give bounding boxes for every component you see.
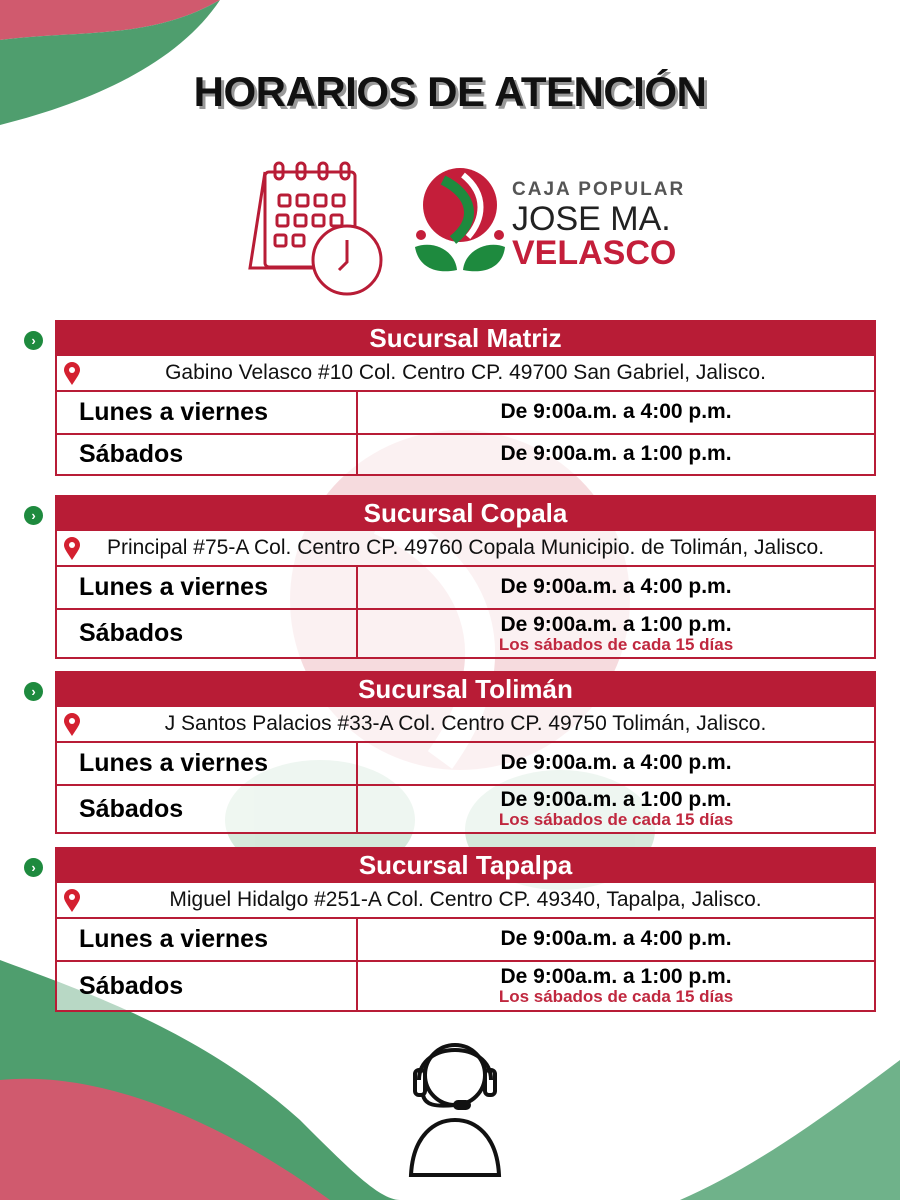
saturday-row: Sábados De 9:00a.m. a 1:00 p.m. Los sábad… bbox=[57, 608, 874, 657]
weekday-row: Lunes a viernes De 9:00a.m. a 4:00 p.m. bbox=[57, 390, 874, 433]
hours: De 9:00a.m. a 4:00 p.m. bbox=[358, 392, 874, 433]
weekday-row: Lunes a viernes De 9:00a.m. a 4:00 p.m. bbox=[57, 741, 874, 784]
hours: De 9:00a.m. a 1:00 p.m. bbox=[358, 435, 874, 474]
day-label: Lunes a viernes bbox=[57, 743, 358, 784]
hours-text: De 9:00a.m. a 1:00 p.m. bbox=[500, 612, 732, 636]
day-label: Sábados bbox=[57, 435, 358, 474]
bullet-chevron-icon: › bbox=[24, 331, 43, 350]
saturday-note: Los sábados de cada 15 días bbox=[498, 634, 734, 654]
hours-text: De 9:00a.m. a 4:00 p.m. bbox=[500, 400, 732, 424]
bullet-chevron-icon: › bbox=[24, 682, 43, 701]
branch-address: Principal #75-A Col. Centro CP. 49760 Co… bbox=[57, 529, 874, 565]
hours: De 9:00a.m. a 1:00 p.m. Los sábados de ca… bbox=[358, 610, 874, 657]
branch-table: Sucursal Copala Principal #75-A Col. Cen… bbox=[55, 495, 876, 659]
hours: De 9:00a.m. a 4:00 p.m. bbox=[358, 919, 874, 960]
hours: De 9:00a.m. a 4:00 p.m. bbox=[358, 743, 874, 784]
hours-text: De 9:00a.m. a 4:00 p.m. bbox=[500, 575, 732, 599]
branch-name: Sucursal Tapalpa bbox=[57, 849, 874, 881]
bullet-chevron-icon: › bbox=[24, 506, 43, 525]
address-text: Principal #75-A Col. Centro CP. 49760 Co… bbox=[106, 536, 825, 559]
location-pin-icon bbox=[64, 713, 80, 736]
calendar-clock-icon bbox=[248, 161, 383, 296]
logo-line-2: JOSE MA. bbox=[512, 200, 671, 238]
hours-text: De 9:00a.m. a 1:00 p.m. bbox=[500, 965, 732, 989]
hours: De 9:00a.m. a 4:00 p.m. bbox=[358, 567, 874, 608]
day-label: Sábados bbox=[57, 962, 358, 1010]
branch-table: Sucursal Tapalpa Miguel Hidalgo #251-A C… bbox=[55, 847, 876, 1012]
saturday-row: Sábados De 9:00a.m. a 1:00 p.m. Los sábad… bbox=[57, 960, 874, 1010]
logo-line-3: VELASCO bbox=[512, 234, 677, 272]
branch-table: Sucursal Tolimán J Santos Palacios #33-A… bbox=[55, 671, 876, 834]
hours-text: De 9:00a.m. a 1:00 p.m. bbox=[500, 442, 732, 466]
location-pin-icon bbox=[64, 537, 80, 560]
saturday-note: Los sábados de cada 15 días bbox=[498, 987, 734, 1007]
hours-text: De 9:00a.m. a 4:00 p.m. bbox=[500, 927, 732, 951]
weekday-row: Lunes a viernes De 9:00a.m. a 4:00 p.m. bbox=[57, 917, 874, 960]
branch-address: Miguel Hidalgo #251-A Col. Centro CP. 49… bbox=[57, 881, 874, 917]
weekday-row: Lunes a viernes De 9:00a.m. a 4:00 p.m. bbox=[57, 565, 874, 608]
hours: De 9:00a.m. a 1:00 p.m. Los sábados de ca… bbox=[358, 786, 874, 832]
branch-name: Sucursal Copala bbox=[57, 497, 874, 529]
saturday-note: Los sábados de cada 15 días bbox=[498, 810, 734, 830]
customer-support-headset-icon bbox=[408, 1043, 502, 1177]
day-label: Sábados bbox=[57, 786, 358, 832]
branch-name: Sucursal Tolimán bbox=[57, 673, 874, 705]
day-label: Lunes a viernes bbox=[57, 919, 358, 960]
branch-address: Gabino Velasco #10 Col. Centro CP. 49700… bbox=[57, 354, 874, 390]
hours-text: De 9:00a.m. a 1:00 p.m. bbox=[500, 788, 732, 812]
branch-name: Sucursal Matriz bbox=[57, 322, 874, 354]
logo-text: CAJA POPULAR JOSE MA. VELASCO bbox=[512, 180, 685, 270]
day-label: Lunes a viernes bbox=[57, 567, 358, 608]
saturday-row: Sábados De 9:00a.m. a 1:00 p.m. Los sábad… bbox=[57, 784, 874, 832]
hours-text: De 9:00a.m. a 4:00 p.m. bbox=[500, 751, 732, 775]
page-title: HORARIOS DE ATENCIÓN bbox=[193, 68, 707, 115]
location-pin-icon bbox=[64, 889, 80, 912]
hours: De 9:00a.m. a 1:00 p.m. Los sábados de ca… bbox=[358, 962, 874, 1010]
logo-emblem bbox=[415, 168, 505, 272]
day-label: Sábados bbox=[57, 610, 358, 657]
branch-table: Sucursal Matriz Gabino Velasco #10 Col. … bbox=[55, 320, 876, 476]
saturday-row: Sábados De 9:00a.m. a 1:00 p.m. bbox=[57, 433, 874, 474]
address-text: J Santos Palacios #33-A Col. Centro CP. … bbox=[164, 712, 767, 735]
logo-line-1: CAJA POPULAR bbox=[512, 179, 686, 200]
bullet-chevron-icon: › bbox=[24, 858, 43, 877]
branch-address: J Santos Palacios #33-A Col. Centro CP. … bbox=[57, 705, 874, 741]
address-text: Gabino Velasco #10 Col. Centro CP. 49700… bbox=[165, 361, 766, 384]
address-text: Miguel Hidalgo #251-A Col. Centro CP. 49… bbox=[169, 888, 762, 911]
day-label: Lunes a viernes bbox=[57, 392, 358, 433]
location-pin-icon bbox=[64, 362, 80, 385]
